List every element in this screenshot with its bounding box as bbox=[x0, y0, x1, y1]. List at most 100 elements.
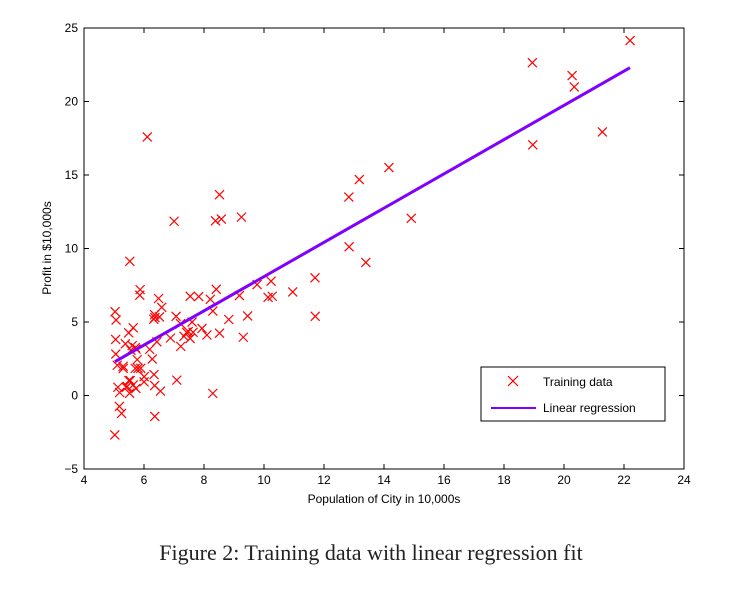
data-point bbox=[185, 333, 196, 344]
data-point bbox=[171, 375, 182, 386]
data-point bbox=[135, 284, 146, 295]
data-point bbox=[124, 256, 135, 267]
x-tick-label: 22 bbox=[617, 473, 631, 487]
data-point bbox=[214, 328, 225, 339]
data-point bbox=[114, 387, 125, 398]
data-point bbox=[188, 327, 199, 338]
y-tick-label: 5 bbox=[71, 315, 78, 329]
legend-label-training-data: Training data bbox=[543, 375, 613, 389]
data-point bbox=[153, 293, 164, 304]
x-tick-label: 6 bbox=[141, 473, 148, 487]
data-point bbox=[122, 381, 133, 392]
data-point bbox=[132, 354, 143, 365]
legend: Training data Linear regression bbox=[480, 366, 666, 422]
x-tick-label: 8 bbox=[201, 473, 208, 487]
x-tick-label: 14 bbox=[377, 473, 391, 487]
data-point bbox=[211, 284, 222, 295]
y-axis-label: Profit in $10,000s bbox=[40, 201, 54, 294]
data-point bbox=[147, 354, 158, 365]
data-point bbox=[567, 70, 578, 81]
data-point bbox=[179, 331, 189, 342]
data-point bbox=[139, 376, 149, 387]
data-point bbox=[116, 408, 127, 419]
y-tick-label: −5 bbox=[64, 462, 78, 476]
data-point bbox=[118, 361, 129, 372]
data-point bbox=[360, 257, 371, 268]
y-tick-label: 10 bbox=[65, 242, 79, 256]
data-point bbox=[527, 57, 538, 68]
data-point bbox=[193, 291, 204, 302]
data-point bbox=[128, 322, 139, 333]
data-point bbox=[144, 344, 155, 355]
data-point bbox=[124, 375, 134, 386]
data-point bbox=[169, 216, 180, 227]
data-point bbox=[171, 311, 182, 322]
data-point bbox=[242, 310, 253, 321]
regression-line bbox=[114, 66, 631, 363]
data-point bbox=[175, 341, 186, 352]
data-point bbox=[110, 349, 121, 359]
data-point bbox=[343, 192, 354, 202]
plot-frame bbox=[83, 27, 685, 470]
data-point bbox=[149, 411, 160, 422]
x-axis-label: Population of City in 10,000s bbox=[308, 492, 461, 506]
data-point bbox=[112, 382, 123, 393]
data-point bbox=[109, 429, 120, 440]
y-tick-label: 20 bbox=[65, 95, 79, 109]
data-point bbox=[310, 272, 320, 283]
data-point bbox=[214, 189, 225, 200]
data-point bbox=[266, 276, 277, 287]
figure-caption: Figure 2: Training data with linear regr… bbox=[159, 540, 583, 565]
data-point bbox=[344, 241, 355, 252]
data-point bbox=[112, 360, 123, 371]
x-tick-label: 16 bbox=[437, 473, 451, 487]
y-tick-label: 0 bbox=[71, 389, 78, 403]
x-tick-label: 24 bbox=[677, 473, 691, 487]
data-point bbox=[597, 127, 608, 137]
data-point bbox=[110, 306, 121, 317]
data-point bbox=[124, 388, 135, 399]
x-tick-label: 10 bbox=[257, 473, 271, 487]
data-point bbox=[130, 363, 141, 374]
data-point bbox=[111, 315, 122, 325]
x-tick-label: 18 bbox=[497, 473, 511, 487]
chart: 4 6 8 10 12 14 16 18 20 22 24 25 20 15 10 5 0 −5 Populati… bbox=[40, 21, 691, 506]
data-point bbox=[210, 215, 221, 226]
data-point bbox=[207, 388, 218, 399]
y-tick-label: 25 bbox=[65, 21, 79, 35]
data-point bbox=[287, 286, 298, 297]
data-point bbox=[223, 314, 234, 325]
data-point bbox=[569, 81, 580, 92]
data-point bbox=[201, 330, 212, 340]
data-point bbox=[354, 174, 365, 185]
data-point bbox=[406, 213, 417, 224]
data-point bbox=[205, 294, 216, 305]
y-tick-label: 15 bbox=[65, 168, 79, 182]
data-point bbox=[236, 212, 247, 223]
data-point bbox=[133, 363, 143, 374]
chart-marks bbox=[109, 35, 636, 440]
data-point bbox=[165, 333, 176, 343]
data-point bbox=[142, 131, 153, 142]
data-point bbox=[267, 291, 278, 302]
data-point bbox=[149, 369, 159, 380]
legend-label-linear-regression: Linear regression bbox=[543, 401, 636, 415]
data-point bbox=[114, 401, 125, 412]
data-point bbox=[110, 334, 121, 345]
data-point bbox=[125, 375, 136, 386]
data-point bbox=[527, 139, 538, 150]
data-point bbox=[185, 291, 196, 302]
data-point bbox=[216, 214, 227, 225]
data-point bbox=[625, 35, 636, 46]
x-tick-label: 4 bbox=[81, 473, 88, 487]
data-point bbox=[238, 332, 249, 343]
data-point bbox=[149, 380, 160, 391]
data-point bbox=[383, 162, 394, 173]
legend-box bbox=[480, 366, 666, 422]
x-tick-label: 20 bbox=[557, 473, 571, 487]
data-point bbox=[310, 311, 321, 322]
data-point bbox=[149, 309, 160, 320]
legend-marker-training-data bbox=[507, 375, 519, 387]
data-point bbox=[154, 312, 165, 322]
data-point bbox=[118, 363, 129, 374]
